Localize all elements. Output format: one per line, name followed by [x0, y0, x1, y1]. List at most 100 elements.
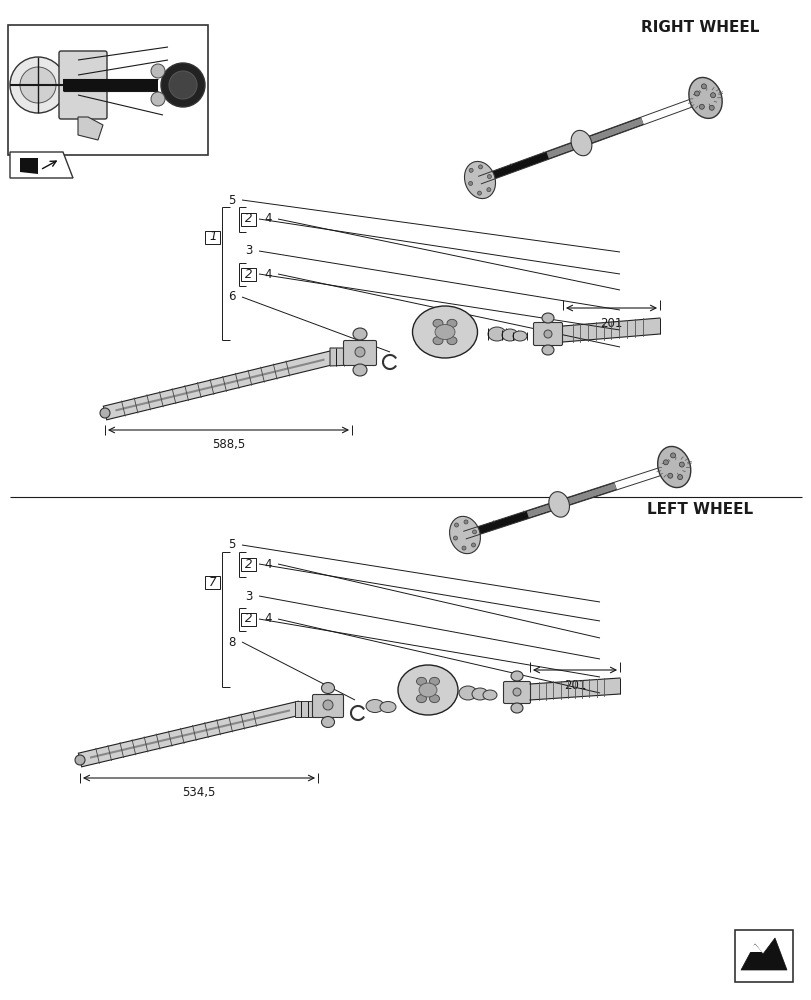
Text: 4: 4	[264, 612, 272, 626]
FancyBboxPatch shape	[533, 322, 562, 346]
Ellipse shape	[380, 702, 396, 712]
Text: 534,5: 534,5	[182, 786, 216, 799]
Text: 588,5: 588,5	[212, 438, 245, 451]
Ellipse shape	[501, 329, 517, 341]
Ellipse shape	[353, 328, 367, 340]
Ellipse shape	[510, 703, 522, 713]
Circle shape	[75, 755, 85, 765]
Circle shape	[676, 475, 682, 480]
Ellipse shape	[657, 446, 690, 488]
Circle shape	[323, 700, 333, 710]
Text: 2: 2	[245, 612, 252, 626]
Ellipse shape	[412, 306, 477, 358]
Ellipse shape	[353, 364, 367, 376]
Ellipse shape	[446, 337, 457, 345]
Ellipse shape	[432, 337, 443, 345]
Bar	[205, 576, 221, 588]
Polygon shape	[546, 118, 642, 158]
Text: 2: 2	[245, 558, 252, 570]
Text: 201: 201	[563, 679, 586, 692]
Circle shape	[477, 191, 481, 195]
Circle shape	[663, 460, 667, 465]
Ellipse shape	[449, 516, 480, 554]
Polygon shape	[78, 117, 103, 140]
Bar	[8, 25, 208, 155]
Circle shape	[469, 168, 473, 172]
Ellipse shape	[510, 671, 522, 681]
Ellipse shape	[570, 130, 591, 156]
Text: 4: 4	[264, 267, 272, 280]
Polygon shape	[463, 482, 616, 539]
Circle shape	[20, 67, 56, 103]
Circle shape	[693, 91, 698, 96]
Circle shape	[679, 462, 684, 467]
Polygon shape	[10, 152, 73, 178]
Ellipse shape	[483, 690, 496, 700]
Polygon shape	[478, 117, 643, 184]
Circle shape	[10, 57, 66, 113]
Polygon shape	[562, 318, 659, 342]
Circle shape	[151, 92, 165, 106]
Circle shape	[708, 105, 714, 110]
Circle shape	[100, 408, 109, 418]
Ellipse shape	[464, 161, 495, 199]
Ellipse shape	[432, 319, 443, 327]
Polygon shape	[740, 938, 786, 970]
Text: RIGHT WHEEL: RIGHT WHEEL	[640, 20, 758, 35]
Circle shape	[472, 530, 476, 534]
Text: 5: 5	[228, 194, 235, 207]
Ellipse shape	[418, 683, 436, 697]
Bar	[241, 213, 256, 226]
Circle shape	[453, 536, 457, 540]
Ellipse shape	[541, 345, 553, 355]
Text: 3: 3	[245, 589, 252, 602]
Ellipse shape	[429, 677, 439, 685]
Text: 7: 7	[209, 576, 217, 588]
Ellipse shape	[416, 695, 426, 703]
Circle shape	[169, 71, 197, 99]
FancyBboxPatch shape	[59, 51, 107, 119]
Circle shape	[543, 330, 551, 338]
Text: 5: 5	[228, 538, 235, 552]
Circle shape	[161, 63, 204, 107]
Circle shape	[454, 523, 458, 527]
Circle shape	[487, 175, 491, 179]
Ellipse shape	[429, 695, 439, 703]
Ellipse shape	[548, 492, 569, 517]
Polygon shape	[294, 701, 315, 717]
Circle shape	[710, 93, 714, 98]
Text: 4: 4	[264, 558, 272, 570]
Circle shape	[667, 473, 672, 478]
Circle shape	[698, 104, 703, 109]
Circle shape	[468, 181, 472, 185]
Circle shape	[478, 165, 482, 169]
Ellipse shape	[688, 77, 721, 118]
Polygon shape	[747, 944, 761, 952]
FancyBboxPatch shape	[343, 340, 376, 365]
Polygon shape	[526, 483, 616, 518]
Circle shape	[513, 688, 521, 696]
Ellipse shape	[471, 688, 487, 700]
Circle shape	[701, 84, 706, 89]
Ellipse shape	[487, 327, 505, 341]
Text: LEFT WHEEL: LEFT WHEEL	[646, 502, 752, 518]
Circle shape	[151, 64, 165, 78]
Circle shape	[354, 347, 365, 357]
Circle shape	[487, 188, 490, 192]
Polygon shape	[530, 678, 620, 700]
Text: 2: 2	[245, 213, 252, 226]
Bar	[241, 558, 256, 570]
Polygon shape	[103, 350, 337, 420]
Circle shape	[461, 546, 466, 550]
Bar	[241, 267, 256, 280]
Bar	[205, 231, 221, 243]
Ellipse shape	[513, 331, 526, 341]
Text: 3: 3	[245, 244, 252, 257]
Circle shape	[463, 520, 467, 524]
Ellipse shape	[366, 700, 384, 712]
Ellipse shape	[541, 313, 553, 323]
Bar	[241, 612, 256, 626]
Text: 1: 1	[209, 231, 217, 243]
Polygon shape	[79, 701, 301, 767]
Polygon shape	[20, 158, 38, 174]
